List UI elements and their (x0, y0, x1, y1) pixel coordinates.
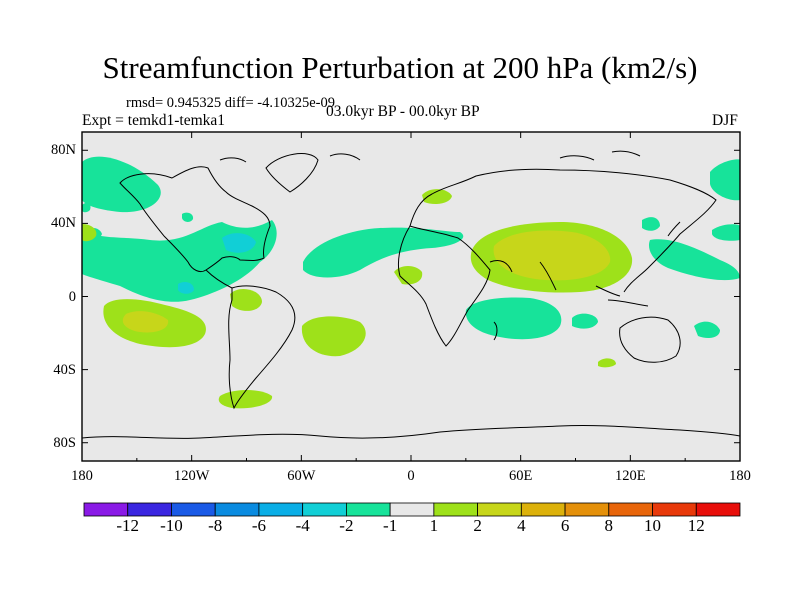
experiment-label: Expt = temkd1-temka1 (82, 112, 226, 129)
colorbar-swatch (127, 502, 172, 517)
colorbar-swatch (83, 502, 129, 517)
coastline-3 (265, 153, 319, 193)
colorbar-label: 10 (644, 516, 662, 535)
shade-atl-neg (303, 227, 464, 278)
lat-tick-label: 40N (51, 215, 76, 232)
colorbar-swatch (345, 502, 391, 517)
colorbar-swatch (389, 502, 435, 517)
colorbar-label: 6 (560, 516, 570, 535)
season-label: DJF (712, 112, 738, 129)
colorbar-label: -1 (383, 516, 398, 535)
lat-tick-label: 40S (53, 361, 76, 378)
colorbar-label: -4 (295, 516, 310, 535)
core-pac-neg (178, 282, 194, 294)
colorbar-swatch (477, 502, 522, 517)
coastline-12 (219, 150, 641, 163)
colorbar-swatch (214, 502, 260, 517)
coastline-10 (667, 221, 681, 237)
shade-afr-pos (394, 266, 423, 285)
colorbar-swatch (171, 502, 216, 517)
lon-tick-label: 120W (173, 468, 210, 484)
colorbar-label: -2 (339, 516, 354, 535)
coastline-6 (489, 259, 557, 291)
lon-tick-label: 180 (729, 468, 751, 484)
lon-tick-label: 120E (615, 468, 646, 484)
shade-aus-neg (694, 321, 720, 338)
colorbar-swatch (652, 502, 697, 517)
colorbar-swatch (695, 502, 741, 517)
coastline-8 (619, 316, 681, 363)
colorbar-label: -8 (208, 516, 223, 535)
core-gulf-neg (222, 233, 256, 253)
shade-sio-neg (465, 297, 562, 340)
coastline-11 (82, 424, 740, 439)
coastline-0 (119, 166, 271, 273)
colorbar-swatch (258, 502, 304, 517)
colorbar-label: 8 (604, 516, 614, 535)
figure-title: Streamfunction Perturbation at 200 hPa (… (102, 50, 698, 85)
lon-tick-label: 60W (287, 468, 316, 484)
colorbar-swatch (302, 502, 347, 517)
coastline-7 (595, 285, 649, 307)
shade-wp-neg1 (642, 217, 660, 231)
shade-w-small (82, 202, 91, 213)
coastline-4 (409, 168, 717, 293)
shade-wp-neg2 (648, 239, 740, 281)
stats-label: rmsd= 0.945325 diff= -4.10325e-09 (126, 95, 335, 111)
shade-eur-pos (422, 189, 452, 204)
lat-tick-label: 0 (68, 288, 76, 305)
shade-e-edge-neg (710, 159, 740, 201)
coastline-9 (493, 321, 498, 341)
lat-tick-label: 80S (53, 434, 76, 451)
colorbar-label: 12 (687, 516, 705, 535)
coastline-1 (205, 269, 233, 289)
colorbar-swatch (608, 502, 653, 517)
core-spac-pos (122, 311, 169, 333)
colorbar-label: 4 (517, 516, 526, 535)
colorbar-label: -12 (116, 516, 140, 535)
shade-sa-pos (301, 316, 366, 357)
period-label: 03.0kyr BP - 00.0kyr BP (326, 103, 480, 120)
colorbar-label: -10 (160, 516, 183, 535)
colorbar-label: 2 (473, 516, 482, 535)
coastline-5 (397, 225, 491, 347)
lon-tick-label: 60E (508, 468, 533, 484)
shade-npac-small (182, 212, 194, 222)
core-asia-pos (493, 230, 611, 281)
shade-e-edge-neg2 (712, 224, 740, 241)
shade-sa-pos-small (230, 288, 262, 311)
colorbar-swatch (564, 502, 610, 517)
shade-so-pos (218, 390, 273, 409)
colorbar-swatch (433, 502, 479, 517)
lon-tick-label: 180 (71, 468, 93, 484)
lon-tick-label: 0 (407, 468, 415, 484)
colorbar-swatch (520, 502, 566, 517)
shade-sio-small (572, 313, 598, 329)
lat-tick-label: 80N (51, 142, 76, 159)
colorbar-label: 1 (429, 516, 439, 535)
coastline-2 (228, 285, 296, 410)
coastlines (82, 150, 740, 439)
shade-sio-pos-small (598, 358, 616, 368)
shade-w-pos (82, 224, 97, 242)
colorbar-label: -6 (251, 516, 266, 535)
